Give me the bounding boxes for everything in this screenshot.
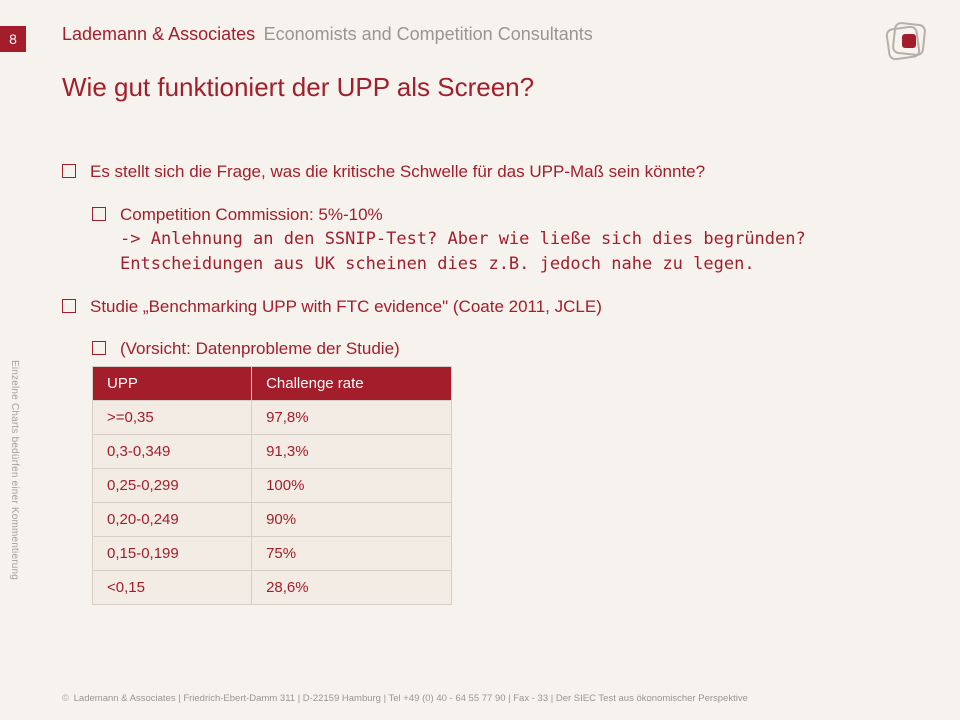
bullet-1: Es stellt sich die Frage, was die kritis… <box>62 160 882 185</box>
bullet-3-text: Studie „Benchmarking UPP with FTC eviden… <box>90 295 882 320</box>
table-row: >=0,3597,8% <box>93 401 452 435</box>
table-row: <0,1528,6% <box>93 571 452 605</box>
col-header-rate: Challenge rate <box>252 367 452 401</box>
header: Lademann & Associates Economists and Com… <box>62 24 850 45</box>
bullet-2-line1: Competition Commission: 5%-10% <box>120 205 383 224</box>
bullet-3: Studie „Benchmarking UPP with FTC eviden… <box>62 295 882 320</box>
cell-upp: 0,25-0,299 <box>93 469 252 503</box>
page-number: 8 <box>0 26 26 52</box>
cell-upp: 0,20-0,249 <box>93 503 252 537</box>
slide-title: Wie gut funktioniert der UPP als Screen? <box>62 72 534 103</box>
cell-upp: 0,15-0,199 <box>93 537 252 571</box>
side-note: Einzelne Charts bedürfen einer Kommentie… <box>9 360 20 600</box>
cell-rate: 97,8% <box>252 401 452 435</box>
challenge-rate-table: UPP Challenge rate >=0,3597,8% 0,3-0,349… <box>92 366 452 605</box>
footer: © Lademann & Associates | Friedrich-Eber… <box>62 693 940 704</box>
table-row: 0,25-0,299100% <box>93 469 452 503</box>
bullet-2-line2: -> Anlehnung an den SSNIP-Test? Aber wie… <box>120 229 806 274</box>
checkbox-icon <box>92 207 106 221</box>
table-row: 0,3-0,34991,3% <box>93 435 452 469</box>
table-row: 0,15-0,19975% <box>93 537 452 571</box>
cell-rate: 75% <box>252 537 452 571</box>
footer-text: Lademann & Associates | Friedrich-Ebert-… <box>74 693 748 704</box>
copyright-icon: © <box>62 693 69 704</box>
col-header-upp: UPP <box>93 367 252 401</box>
table-header-row: UPP Challenge rate <box>93 367 452 401</box>
table-row: 0,20-0,24990% <box>93 503 452 537</box>
content-area: Es stellt sich die Frage, was die kritis… <box>62 160 882 380</box>
brand-logo-icon <box>882 18 930 66</box>
cell-rate: 90% <box>252 503 452 537</box>
cell-rate: 100% <box>252 469 452 503</box>
cell-upp: <0,15 <box>93 571 252 605</box>
checkbox-icon <box>92 341 106 355</box>
checkbox-icon <box>62 164 76 178</box>
brand-name: Lademann & Associates <box>62 24 255 44</box>
bullet-1-text: Es stellt sich die Frage, was die kritis… <box>90 160 882 185</box>
cell-upp: 0,3-0,349 <box>93 435 252 469</box>
brand-subtitle: Economists and Competition Consultants <box>264 24 593 44</box>
bullet-4: (Vorsicht: Datenprobleme der Studie) <box>92 337 882 362</box>
bullet-2-text: Competition Commission: 5%-10% -> Anlehn… <box>120 203 882 277</box>
cell-upp: >=0,35 <box>93 401 252 435</box>
checkbox-icon <box>62 299 76 313</box>
cell-rate: 91,3% <box>252 435 452 469</box>
bullet-2: Competition Commission: 5%-10% -> Anlehn… <box>92 203 882 277</box>
cell-rate: 28,6% <box>252 571 452 605</box>
bullet-4-text: (Vorsicht: Datenprobleme der Studie) <box>120 337 882 362</box>
